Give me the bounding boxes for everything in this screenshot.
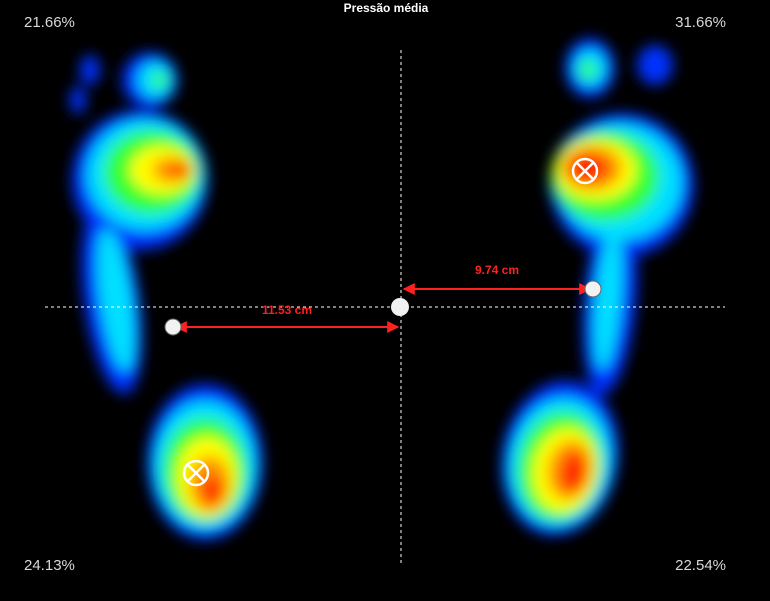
pressure-blob (580, 61, 596, 79)
foot-point (584, 280, 602, 298)
center-point (391, 298, 409, 316)
quadrant-percent: 21.66% (24, 14, 75, 31)
quadrant-percent: 31.66% (675, 14, 726, 31)
foot-point (164, 318, 182, 336)
pressure-blob (637, 45, 673, 85)
pressure-blob (560, 452, 586, 492)
pressure-blob (152, 72, 168, 88)
pressure-blob (97, 228, 135, 372)
feet-heatmap (70, 38, 694, 540)
pressure-blob (80, 55, 100, 85)
peak-marker (571, 157, 599, 185)
distance-label: 11.53 cm (262, 303, 312, 317)
quadrant-percent: 24.13% (24, 557, 75, 574)
pressure-blob (202, 476, 222, 504)
distance-label: 9.74 cm (475, 263, 519, 277)
peak-marker (182, 459, 210, 487)
pressure-blob (70, 86, 86, 114)
title: Pressão média (344, 1, 429, 15)
quadrant-percent: 22.54% (675, 557, 726, 574)
pressure-blob (593, 230, 623, 370)
pressure-blob (170, 164, 190, 176)
